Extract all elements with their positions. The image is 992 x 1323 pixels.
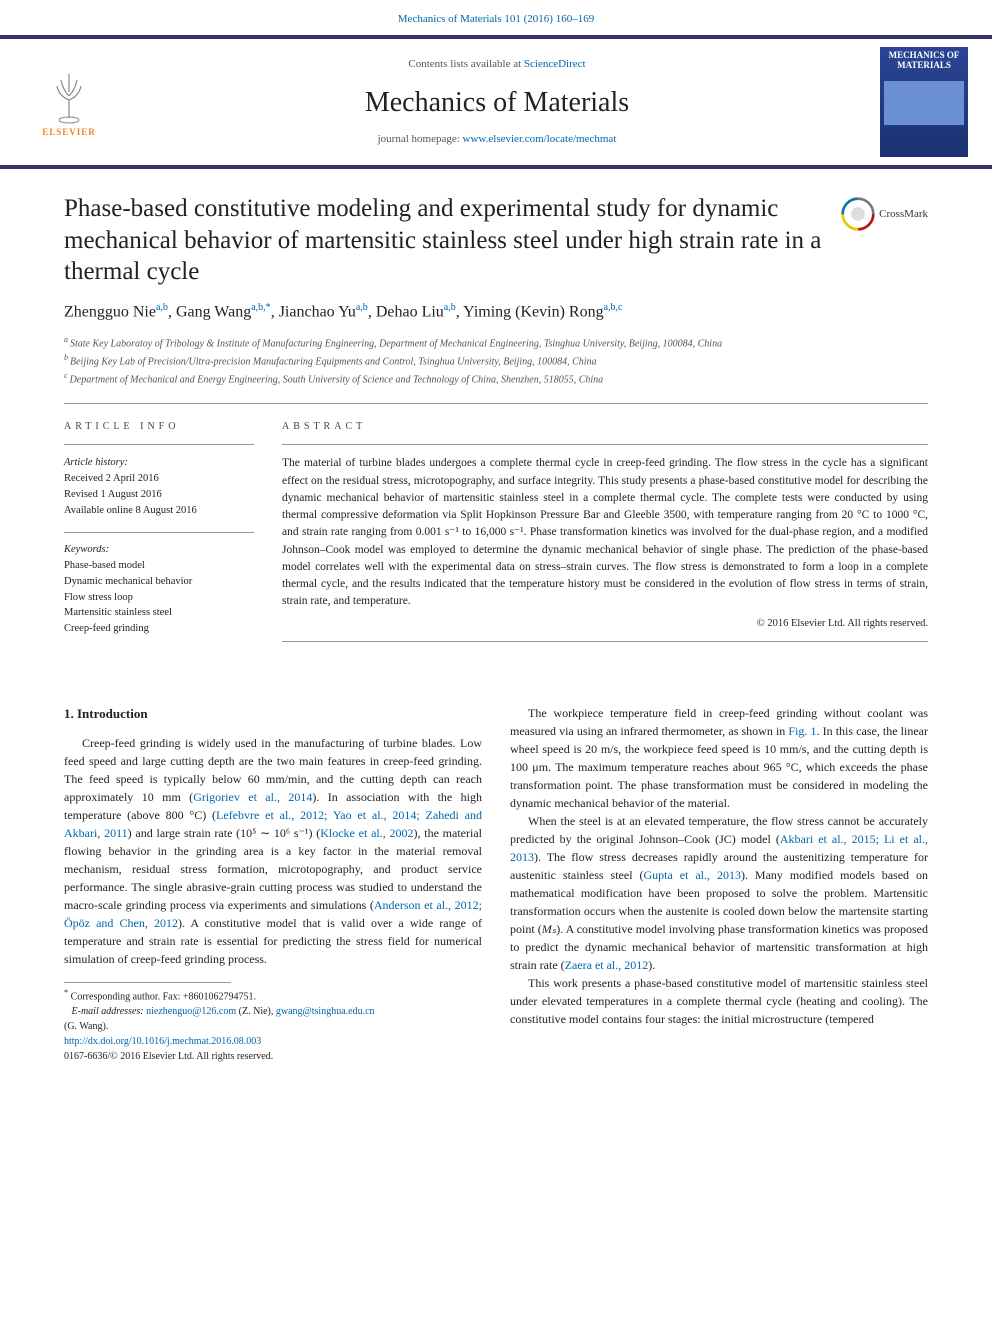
homepage-link[interactable]: www.elsevier.com/locate/mechmat [463, 133, 617, 145]
article-info: ARTICLE INFO Article history: Received 2… [64, 420, 254, 642]
banner-center: Contents lists available at ScienceDirec… [130, 57, 864, 147]
keyword-4: Martensitic stainless steel [64, 605, 254, 621]
author-1-aff[interactable]: a,b [156, 302, 168, 313]
affiliations: aState Key Laboratoy of Tribology & Inst… [64, 334, 928, 387]
sciencedirect-link[interactable]: ScienceDirect [524, 58, 586, 70]
homepage-line: journal homepage: www.elsevier.com/locat… [130, 132, 864, 147]
p2: The workpiece temperature field in creep… [510, 704, 928, 812]
cover-image [884, 81, 964, 125]
keywords-head: Keywords: [64, 543, 254, 558]
author-2: Gang Wang [176, 303, 251, 320]
footnote-rule [64, 982, 231, 983]
header-citation: Mechanics of Materials 101 (2016) 160–16… [0, 0, 992, 35]
homepage-prefix: journal homepage: [378, 133, 463, 145]
abstract: ABSTRACT The material of turbine blades … [282, 420, 928, 642]
footnote-corr: * Corresponding author. Fax: +8601062794… [64, 987, 482, 1034]
author-3-aff[interactable]: a,b [356, 302, 368, 313]
contents-line: Contents lists available at ScienceDirec… [130, 57, 864, 72]
author-3: Jianchao Yu [279, 303, 356, 320]
doi-block: http://dx.doi.org/10.1016/j.mechmat.2016… [64, 1034, 482, 1064]
keyword-1: Phase-based model [64, 558, 254, 574]
ref-gupta[interactable]: Gupta et al., 2013 [643, 868, 740, 882]
email-nie[interactable]: niezhenguo@126.com [146, 1006, 236, 1017]
ref-klocke[interactable]: Klocke et al., 2002 [320, 826, 413, 840]
cover-title: MECHANICS OF MATERIALS [884, 51, 964, 71]
author-2-aff[interactable]: a,b,* [251, 302, 270, 313]
author-5-aff[interactable]: a,b,c [604, 302, 623, 313]
doi-copyright: 0167-6636/© 2016 Elsevier Ltd. All right… [64, 1051, 273, 1062]
author-4: Dehao Liu [376, 303, 444, 320]
abstract-label: ABSTRACT [282, 420, 928, 434]
authors: Zhengguo Niea,b, Gang Wanga,b,*, Jiancha… [64, 301, 928, 324]
fig1-ref[interactable]: Fig. 1 [788, 724, 816, 738]
divider [64, 403, 928, 404]
doi-link[interactable]: http://dx.doi.org/10.1016/j.mechmat.2016… [64, 1036, 261, 1047]
article-title: Phase-based constitutive modeling and ex… [64, 193, 825, 287]
elsevier-tree-icon [39, 66, 99, 126]
header-citation-link[interactable]: Mechanics of Materials 101 (2016) 160–16… [398, 13, 594, 25]
body-divider [64, 664, 928, 682]
keyword-5: Creep-feed grinding [64, 621, 254, 637]
elsevier-label: ELSEVIER [42, 126, 96, 139]
author-1: Zhengguo Nie [64, 303, 156, 320]
article-info-label: ARTICLE INFO [64, 420, 254, 434]
abstract-text: The material of turbine blades undergoes… [282, 455, 928, 610]
contents-line-prefix: Contents lists available at [408, 58, 523, 70]
author-4-aff[interactable]: a,b [444, 302, 456, 313]
ref-grigoriev[interactable]: Grigoriev et al., 2014 [193, 790, 312, 804]
email-wang[interactable]: gwang@tsinghua.edu.cn [276, 1006, 375, 1017]
ref-zaera[interactable]: Zaera et al., 2012 [565, 958, 649, 972]
keywords-list: Phase-based model Dynamic mechanical beh… [64, 558, 254, 637]
affiliation-a: State Key Laboratoy of Tribology & Insti… [70, 338, 722, 349]
p4: This work presents a phase-based constit… [510, 974, 928, 1028]
author-5: Yiming (Kevin) Rong [463, 303, 603, 320]
affiliation-b: Beijing Key Lab of Precision/Ultra-preci… [70, 356, 597, 367]
journal-name: Mechanics of Materials [130, 83, 864, 122]
history-available: Available online 8 August 2016 [64, 503, 254, 519]
keyword-3: Flow stress loop [64, 590, 254, 606]
crossmark-label: CrossMark [879, 207, 928, 222]
intro-heading: 1. Introduction [64, 704, 482, 724]
p1: Creep-feed grinding is widely used in th… [64, 734, 482, 968]
history-revised: Revised 1 August 2016 [64, 487, 254, 503]
crossmark-icon [841, 197, 875, 231]
journal-banner: ELSEVIER Contents lists available at Sci… [0, 35, 992, 169]
affiliation-c: Department of Mechanical and Energy Engi… [70, 374, 604, 385]
elsevier-logo: ELSEVIER [24, 57, 114, 147]
history-head: Article history: [64, 455, 254, 471]
history-received: Received 2 April 2016 [64, 471, 254, 487]
keyword-2: Dynamic mechanical behavior [64, 574, 254, 590]
p3: When the steel is at an elevated tempera… [510, 812, 928, 974]
body-text: 1. Introduction Creep-feed grinding is w… [64, 704, 928, 1064]
abstract-copyright: © 2016 Elsevier Ltd. All rights reserved… [282, 617, 928, 632]
journal-cover: MECHANICS OF MATERIALS [880, 47, 968, 157]
crossmark-badge[interactable]: CrossMark [841, 197, 928, 231]
